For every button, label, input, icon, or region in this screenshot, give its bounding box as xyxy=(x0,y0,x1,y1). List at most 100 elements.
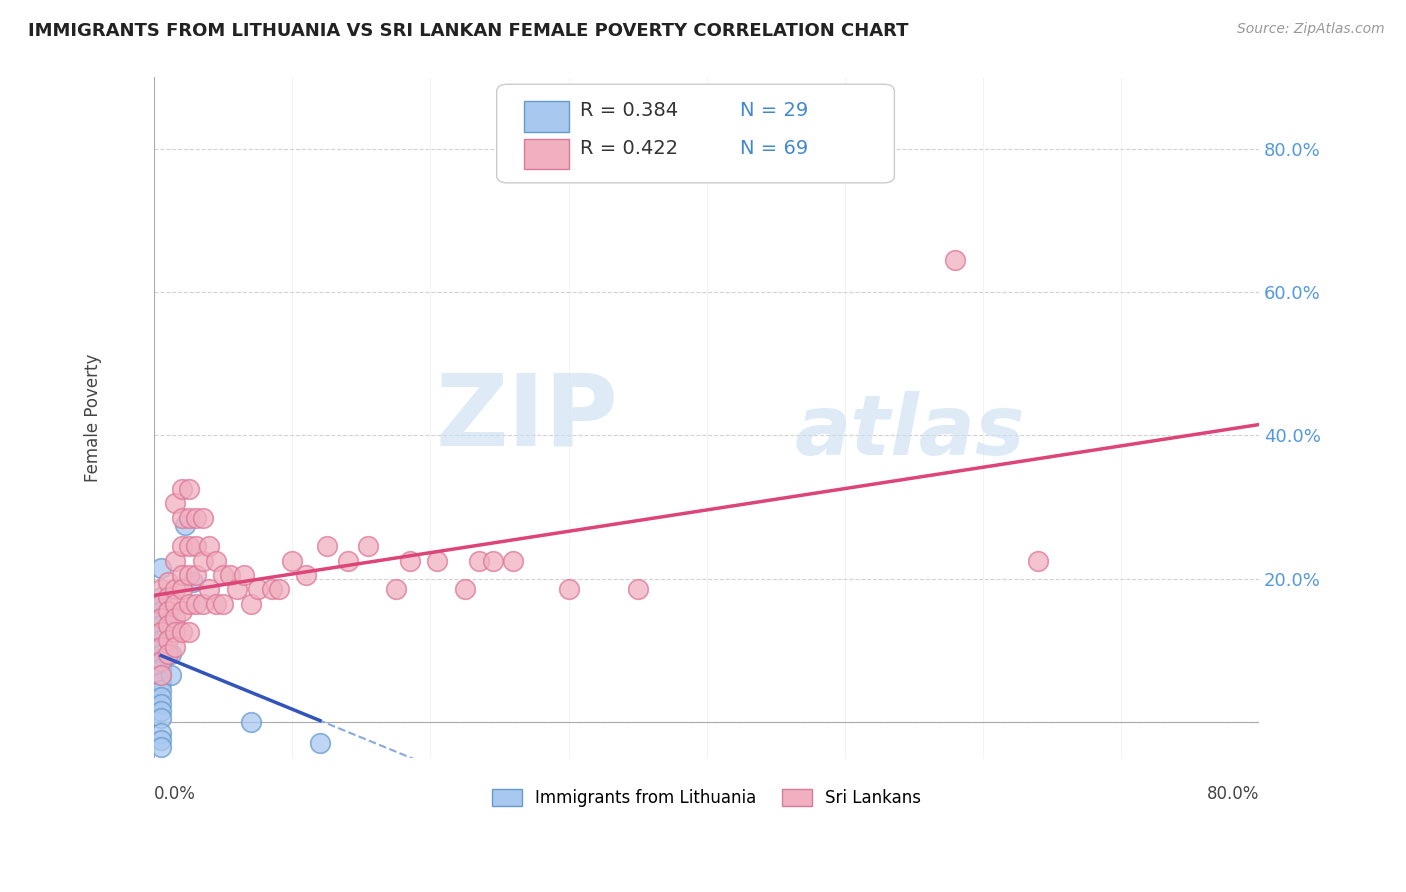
Point xyxy=(315,540,337,554)
Point xyxy=(150,682,173,697)
Point xyxy=(150,625,173,640)
Point xyxy=(170,482,193,496)
Point xyxy=(557,582,579,597)
Text: atlas: atlas xyxy=(794,391,1025,472)
Point xyxy=(150,618,173,632)
Point xyxy=(150,668,173,682)
Point xyxy=(184,510,207,524)
Point xyxy=(150,690,173,704)
Point xyxy=(239,597,262,611)
Point xyxy=(163,640,186,654)
Text: Female Poverty: Female Poverty xyxy=(84,353,103,482)
Point xyxy=(150,675,173,690)
Point xyxy=(309,736,332,750)
Point xyxy=(357,540,380,554)
Point xyxy=(502,554,524,568)
Point xyxy=(191,597,214,611)
Point xyxy=(163,611,186,625)
Point xyxy=(426,554,449,568)
Point xyxy=(163,597,186,611)
Point xyxy=(150,654,173,668)
Text: R = 0.422: R = 0.422 xyxy=(579,138,678,158)
Text: 0.0%: 0.0% xyxy=(155,785,195,803)
Point xyxy=(191,554,214,568)
Point xyxy=(163,625,186,640)
Point xyxy=(260,582,283,597)
Point xyxy=(150,611,173,625)
Point xyxy=(468,554,491,568)
Point xyxy=(170,604,193,618)
Text: 80.0%: 80.0% xyxy=(1206,785,1258,803)
Point xyxy=(198,540,221,554)
Point xyxy=(150,732,173,747)
Text: N = 29: N = 29 xyxy=(740,102,808,120)
Point xyxy=(184,540,207,554)
Point xyxy=(150,611,173,625)
Point xyxy=(157,604,180,618)
Point xyxy=(170,568,193,582)
Point xyxy=(281,554,304,568)
Point xyxy=(150,597,173,611)
FancyBboxPatch shape xyxy=(524,102,568,132)
Point xyxy=(1026,554,1049,568)
Point xyxy=(150,654,173,668)
Point xyxy=(177,540,200,554)
Point xyxy=(226,582,249,597)
Point xyxy=(219,568,242,582)
Point xyxy=(150,582,173,597)
Point xyxy=(170,625,193,640)
Point xyxy=(170,540,193,554)
Point xyxy=(398,554,420,568)
FancyBboxPatch shape xyxy=(496,84,894,183)
Point xyxy=(205,597,228,611)
Point xyxy=(150,647,173,661)
Point xyxy=(157,590,180,604)
Point xyxy=(336,554,359,568)
Point xyxy=(150,739,173,754)
Point xyxy=(150,711,173,725)
Point xyxy=(177,482,200,496)
Point xyxy=(150,625,173,640)
Point xyxy=(246,582,269,597)
Point xyxy=(454,582,477,597)
Point xyxy=(198,582,221,597)
Point xyxy=(159,668,181,682)
Point xyxy=(150,604,173,618)
Point xyxy=(163,496,186,510)
Point xyxy=(157,575,180,590)
Point xyxy=(173,518,195,533)
Point xyxy=(170,582,193,597)
Legend: Immigrants from Lithuania, Sri Lankans: Immigrants from Lithuania, Sri Lankans xyxy=(485,782,928,814)
Point xyxy=(943,253,966,268)
Point xyxy=(177,568,200,582)
Point xyxy=(157,647,180,661)
Point xyxy=(181,575,204,590)
Point xyxy=(150,661,173,675)
Point xyxy=(159,618,181,632)
Point xyxy=(212,568,235,582)
Text: Source: ZipAtlas.com: Source: ZipAtlas.com xyxy=(1237,22,1385,37)
Point xyxy=(163,554,186,568)
Text: R = 0.384: R = 0.384 xyxy=(579,102,678,120)
Point xyxy=(150,640,173,654)
Point xyxy=(170,510,193,524)
Point xyxy=(239,714,262,729)
Point xyxy=(385,582,408,597)
Point xyxy=(481,554,503,568)
FancyBboxPatch shape xyxy=(524,138,568,169)
Point xyxy=(150,561,173,575)
Text: N = 69: N = 69 xyxy=(740,138,808,158)
Point xyxy=(150,725,173,739)
Text: ZIP: ZIP xyxy=(436,369,619,466)
Point xyxy=(205,554,228,568)
Point xyxy=(159,647,181,661)
Point xyxy=(150,697,173,711)
Point xyxy=(295,568,318,582)
Point xyxy=(150,704,173,718)
Point xyxy=(150,590,173,604)
Point xyxy=(177,625,200,640)
Point xyxy=(233,568,256,582)
Point xyxy=(157,618,180,632)
Point xyxy=(150,640,173,654)
Point xyxy=(626,582,648,597)
